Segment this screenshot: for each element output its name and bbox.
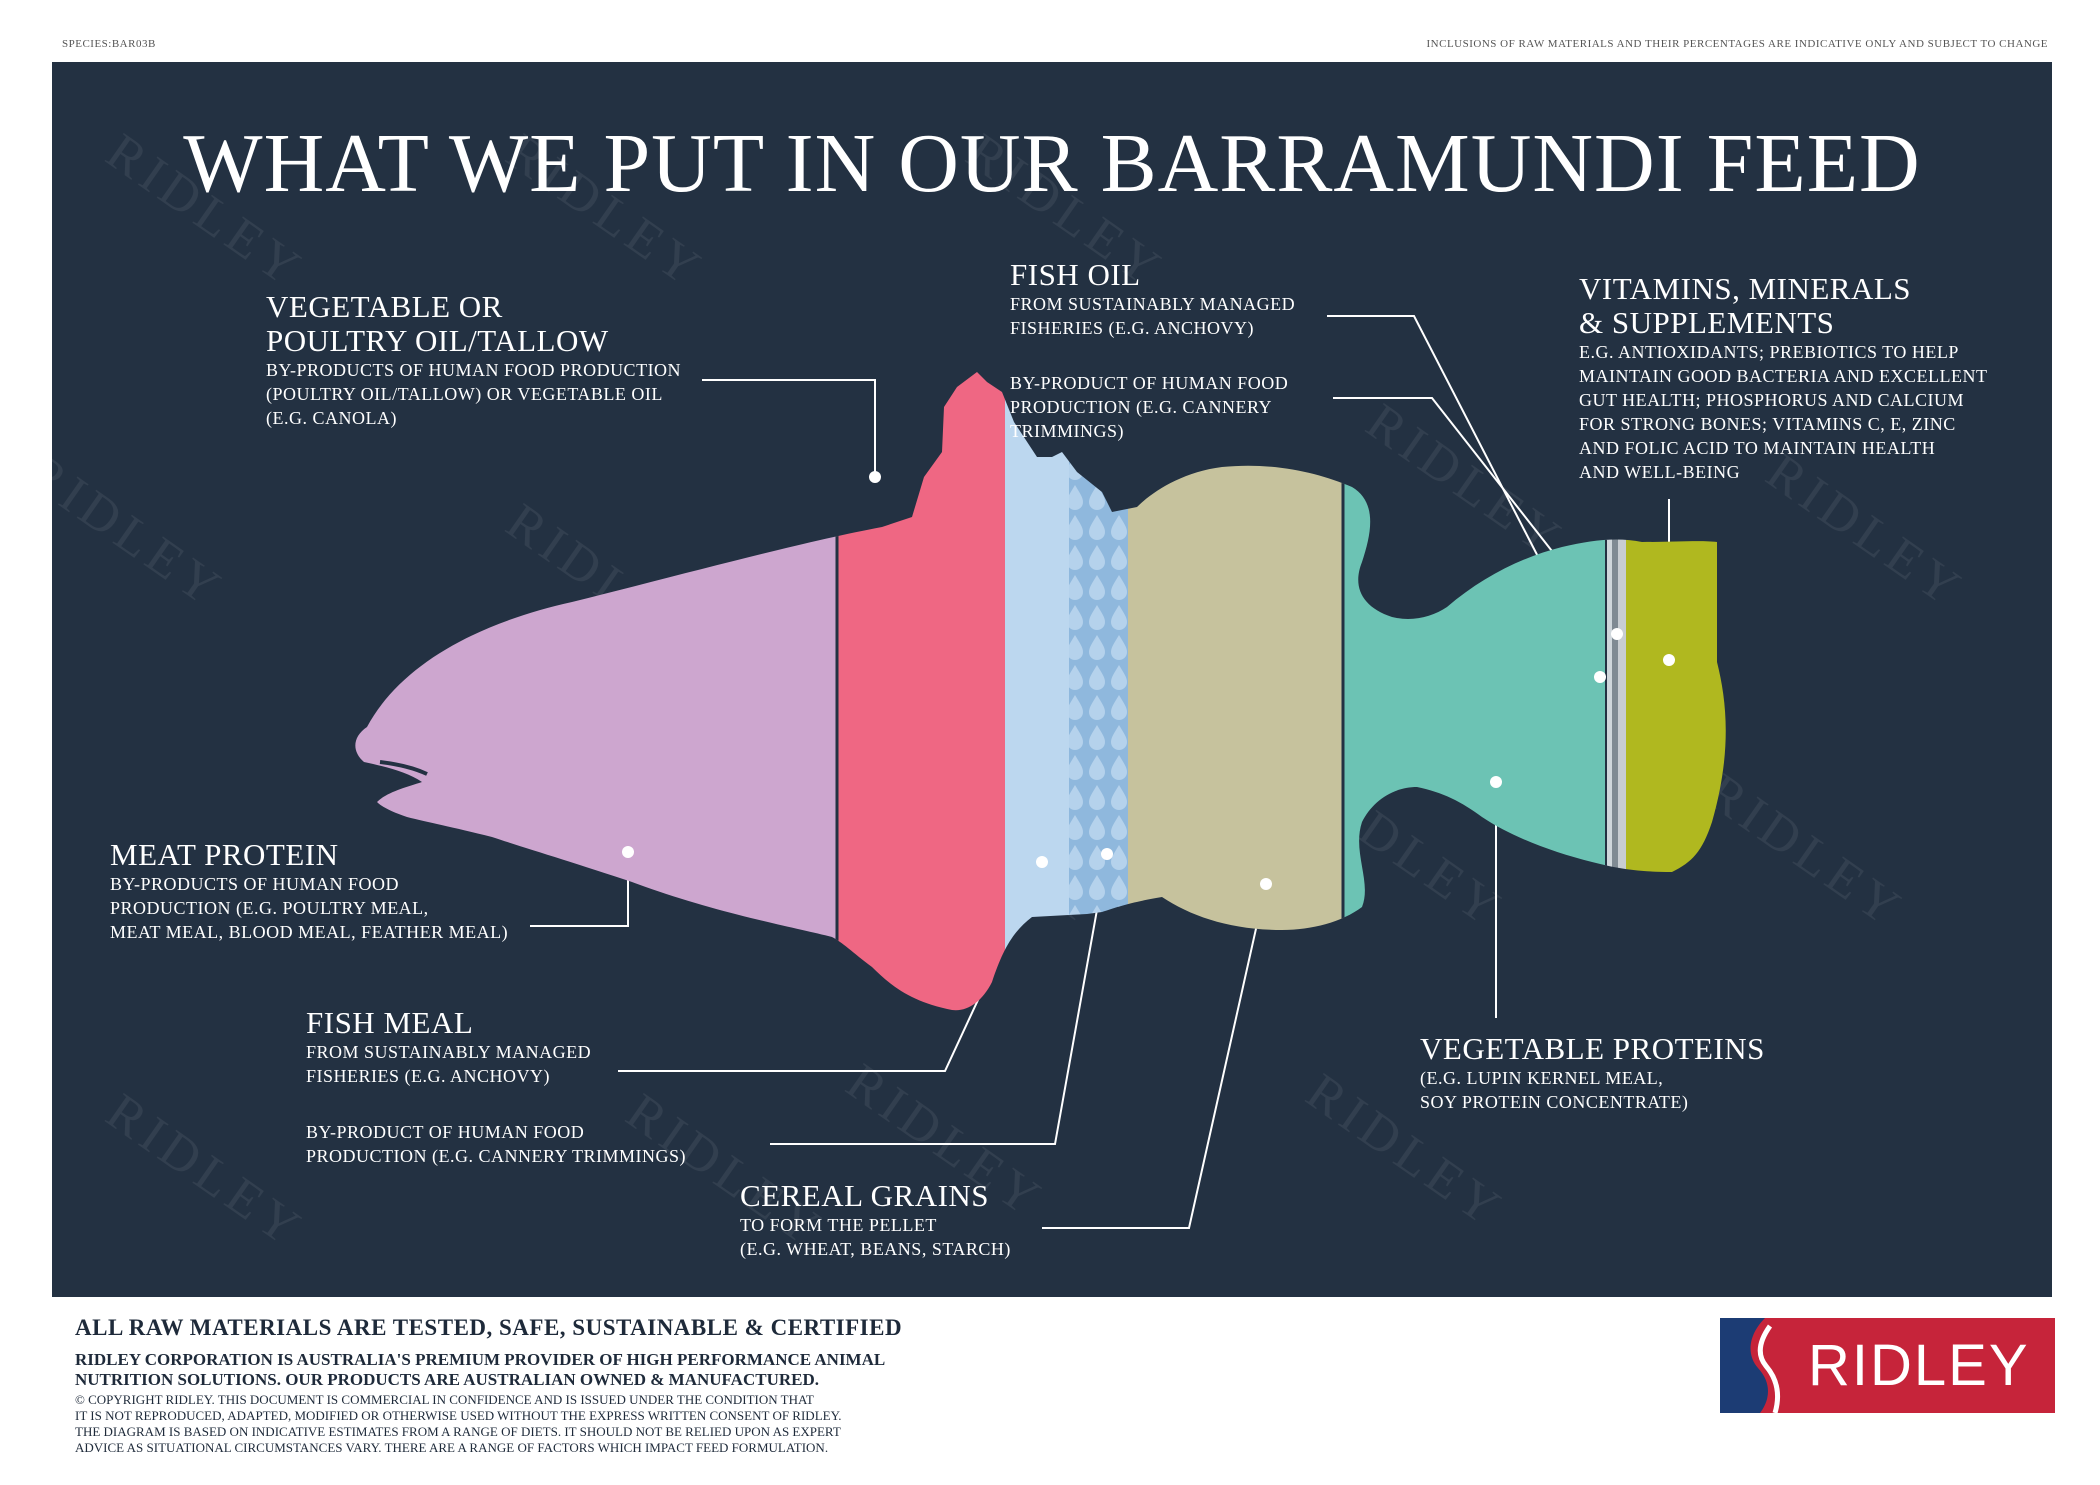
label-vegetable-proteins: VEGETABLE PROTEINS (E.G. LUPIN KERNEL ME… xyxy=(1420,1032,1765,1114)
label-description: BY-PRODUCTS OF HUMAN FOOD PRODUCTION (E.… xyxy=(110,874,509,942)
footer-subheading: RIDLEY CORPORATION IS AUSTRALIA'S PREMIU… xyxy=(75,1350,886,1389)
label-heading: CEREAL GRAINS xyxy=(740,1178,990,1213)
footer-heading: ALL RAW MATERIALS ARE TESTED, SAFE, SUST… xyxy=(75,1315,903,1340)
species-code: SPECIES:BAR03B xyxy=(62,38,156,50)
fish-meal-band xyxy=(1069,372,1128,1011)
top-disclaimer: INCLUSIONS OF RAW MATERIALS AND THEIR PE… xyxy=(1426,38,2048,50)
label-heading: MEAT PROTEIN xyxy=(110,837,339,872)
label-heading: FISH MEAL xyxy=(306,1005,474,1040)
label-fish-oil: FISH OIL FROM SUSTAINABLY MANAGED FISHER… xyxy=(1010,258,1295,340)
tallow-band xyxy=(837,372,1005,1011)
label-description: TO FORM THE PELLET (E.G. WHEAT, BEANS, S… xyxy=(740,1215,1011,1259)
label-description: BY-PRODUCTS OF HUMAN FOOD PRODUCTION (PO… xyxy=(266,360,682,428)
footer-copyright: © COPYRIGHT RIDLEY. THIS DOCUMENT IS COM… xyxy=(75,1392,842,1455)
label-description: E.G. ANTIOXIDANTS; PREBIOTICS TO HELP MA… xyxy=(1579,342,1988,482)
pointer-dots xyxy=(622,471,1675,890)
cereal-grains-band xyxy=(1128,372,1343,1011)
label-meat-protein: MEAT PROTEIN BY-PRODUCTS OF HUMAN FOOD P… xyxy=(110,838,508,944)
page-title: WHAT WE PUT IN OUR BARRAMUNDI FEED xyxy=(183,117,1921,210)
label-cereal-grains: CEREAL GRAINS TO FORM THE PELLET (E.G. W… xyxy=(740,1179,1011,1261)
label-heading: FISH OIL xyxy=(1010,257,1141,292)
label-vitamins: VITAMINS, MINERALS & SUPPLEMENTS E.G. AN… xyxy=(1579,272,1988,484)
ridley-logo: RIDLEY xyxy=(1720,1318,2055,1414)
label-description: BY-PRODUCT OF HUMAN FOOD PRODUCTION (E.G… xyxy=(1010,373,1289,441)
logo-mark-icon xyxy=(1720,1318,1795,1414)
logo-text: RIDLEY xyxy=(1808,1333,2030,1398)
vegetable-proteins-band xyxy=(1343,372,1606,1011)
label-description: BY-PRODUCT OF HUMAN FOOD PRODUCTION (E.G… xyxy=(306,1122,687,1166)
fish-diagram xyxy=(355,315,1726,1229)
label-tallow: VEGETABLE OR POULTRY OIL/TALLOW BY-PRODU… xyxy=(266,290,681,430)
label-description: FROM SUSTAINABLY MANAGED FISHERIES (E.G.… xyxy=(1010,294,1296,338)
infographic-panel: RIDLEY RIDLEY RIDLEY RIDLEY RIDLEY RIDLE… xyxy=(52,62,2052,1297)
fish-body xyxy=(355,372,1726,1011)
label-fish-oil-byproduct: BY-PRODUCT OF HUMAN FOOD PRODUCTION (E.G… xyxy=(1010,371,1288,443)
label-heading: VEGETABLE OR POULTRY OIL/TALLOW xyxy=(266,289,609,358)
label-heading: VEGETABLE PROTEINS xyxy=(1420,1031,1765,1066)
label-description: FROM SUSTAINABLY MANAGED FISHERIES (E.G.… xyxy=(306,1042,592,1086)
fish-oil-band xyxy=(1005,372,1069,1011)
label-heading: VITAMINS, MINERALS & SUPPLEMENTS xyxy=(1579,271,1912,340)
leader-lines xyxy=(530,315,1670,1229)
label-description: (E.G. LUPIN KERNEL MEAL, SOY PROTEIN CON… xyxy=(1420,1068,1689,1112)
label-fish-meal-byproduct: BY-PRODUCT OF HUMAN FOOD PRODUCTION (E.G… xyxy=(306,1120,686,1168)
label-fish-meal: FISH MEAL FROM SUSTAINABLY MANAGED FISHE… xyxy=(306,1006,591,1088)
